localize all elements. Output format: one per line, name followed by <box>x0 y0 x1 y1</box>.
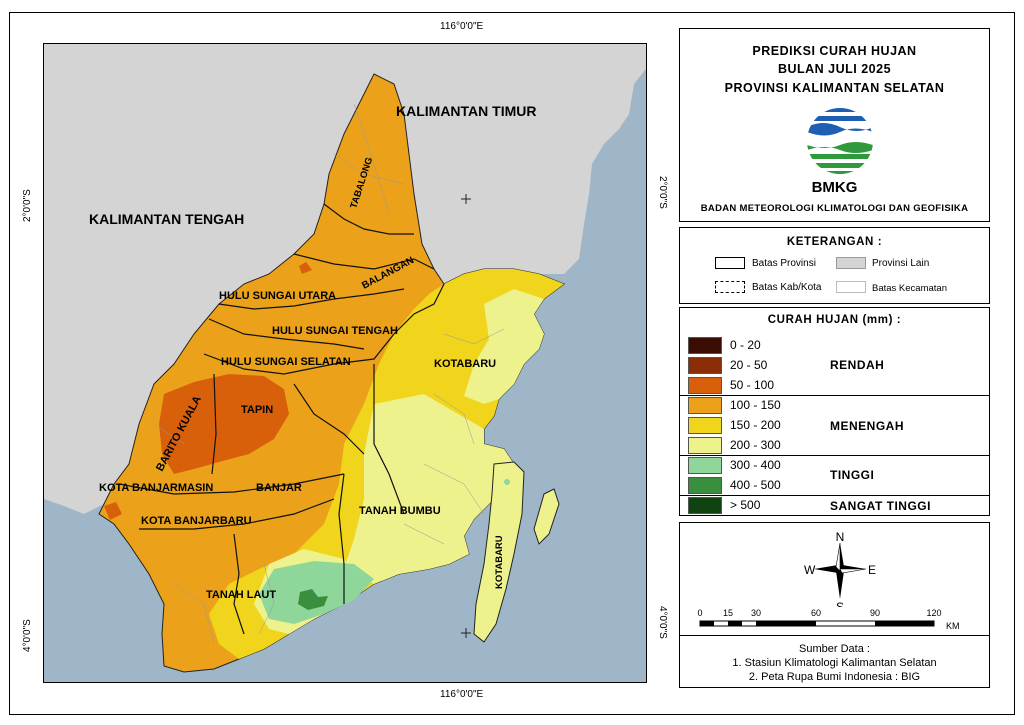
class-500: > 500 <box>730 498 761 512</box>
source-item-2: 2. Peta Rupa Bumi Indonesia : BIG <box>748 671 921 683</box>
label-hss: HULU SUNGAI SELATAN <box>221 356 351 368</box>
category-tinggi: TINGGI <box>830 468 875 482</box>
legend-batas-kab-kota: Batas Kab/Kota <box>752 282 822 293</box>
label-hsu: HULU SUNGAI UTARA <box>219 290 336 302</box>
keterangan-panel: KETERANGAN : Batas Provinsi Provinsi Lai… <box>679 227 990 304</box>
label-banjarmasin: KOTA BANJARMASIN <box>99 482 213 494</box>
right-latitude-upper: 2°0'0"S <box>657 176 668 209</box>
compass-e: E <box>868 563 876 577</box>
top-longitude-label: 116°0'0"E <box>440 21 484 32</box>
category-menengah: MENENGAH <box>830 419 905 433</box>
zone-200-300-central <box>344 394 514 584</box>
class-100-150: 100 - 150 <box>730 398 781 412</box>
rainfall-legend-heading: CURAH HUJAN (mm) : <box>767 314 902 326</box>
label-banjarbaru: KOTA BANJARBARU <box>141 515 252 527</box>
swatch-provinsi <box>715 257 745 269</box>
swatch-20-50 <box>688 357 722 374</box>
zone-50-100-central <box>159 374 289 474</box>
class-0-20: 0 - 20 <box>730 338 761 352</box>
scale-bar: 0 15 30 60 90 120 KM <box>697 608 960 631</box>
category-rendah: RENDAH <box>830 358 885 372</box>
scale-tick-0: 0 <box>697 608 702 618</box>
bmkg-logo-icon <box>807 108 873 174</box>
scale-tick-90: 90 <box>870 608 880 618</box>
other-province-area <box>44 44 646 514</box>
label-tapin: TAPIN <box>241 404 273 416</box>
right-latitude-lower: 4°0'0"S <box>657 606 668 639</box>
keterangan-heading: KETERANGAN : <box>786 236 883 248</box>
district-boundaries <box>153 103 505 645</box>
scale-unit: KM <box>946 621 960 631</box>
scale-tick-120: 120 <box>926 608 941 618</box>
compass-s: S <box>836 600 844 607</box>
pulau-sebuku <box>533 488 560 545</box>
title-line-1: PREDIKSI CURAH HUJAN <box>752 44 917 58</box>
source-separator <box>680 635 989 636</box>
class-20-50: 20 - 50 <box>730 358 768 372</box>
scale-tick-15: 15 <box>723 608 733 618</box>
class-50-100: 50 - 100 <box>730 378 775 392</box>
zone-50-100-north <box>299 262 312 274</box>
title-line-3: PROVINSI KALIMANTAN SELATAN <box>724 81 945 95</box>
swatch-500 <box>688 497 722 514</box>
agency-name: BADAN METEOROLOGI KLIMATOLOGI DAN GEOFIS… <box>700 203 969 214</box>
left-latitude-lower: 4°0'0"S <box>22 619 33 652</box>
left-latitude-upper: 2°0'0"S <box>22 189 33 222</box>
category-sangat-tinggi: SANGAT TINGGI <box>830 499 931 513</box>
class-400-500: 400 - 500 <box>730 478 781 492</box>
swatch-200-300 <box>688 437 722 454</box>
swatch-100-150 <box>688 397 722 414</box>
zone-400-500 <box>298 589 328 610</box>
compass-icon: N S W E <box>804 531 876 607</box>
rainfall-legend-panel: CURAH HUJAN (mm) : 0 - 20 20 - 50 50 - 1… <box>679 307 990 516</box>
swatch-0-20 <box>688 337 722 354</box>
map-canvas: KALIMANTAN TIMUR KALIMANTAN TENGAH TABAL… <box>44 44 646 682</box>
swatch-50-100 <box>688 377 722 394</box>
class-150-200: 150 - 200 <box>730 418 781 432</box>
label-tanah-laut: TANAH LAUT <box>206 589 276 601</box>
label-kalteng: KALIMANTAN TENGAH <box>89 211 244 227</box>
label-kaltim: KALIMANTAN TIMUR <box>396 103 537 119</box>
label-kotabaru-island: KOTABARU <box>494 535 505 589</box>
legend-batas-kecamatan: Batas Kecamatan <box>872 283 947 294</box>
pulau-laut <box>473 461 525 643</box>
label-banjar: BANJAR <box>256 482 302 494</box>
source-heading: Sumber Data : <box>799 643 870 655</box>
island-green-spot <box>504 479 510 485</box>
compass-n: N <box>836 531 845 544</box>
title-panel: PREDIKSI CURAH HUJAN BULAN JULI 2025 PRO… <box>679 28 990 222</box>
bmkg-logo-text: BMKG <box>811 179 858 196</box>
label-kotabaru-main: KOTABARU <box>434 358 496 370</box>
swatch-kecamatan <box>836 281 866 293</box>
zone-50-100-west <box>104 502 122 520</box>
swatch-400-500 <box>688 477 722 494</box>
zone-300-400 <box>259 561 374 624</box>
legend-batas-provinsi: Batas Provinsi <box>752 258 816 269</box>
scale-tick-30: 30 <box>751 608 761 618</box>
class-300-400: 300 - 400 <box>730 458 781 472</box>
scale-tick-60: 60 <box>811 608 821 618</box>
graticule-crosses <box>461 194 471 638</box>
separator-1 <box>680 395 989 396</box>
class-200-300: 200 - 300 <box>730 438 781 452</box>
other-province-islet <box>599 74 616 99</box>
regency-boundaries <box>118 203 445 635</box>
map-frame <box>9 12 1015 715</box>
separator-2 <box>680 455 989 456</box>
label-hst: HULU SUNGAI TENGAH <box>272 325 398 337</box>
swatch-150-200 <box>688 417 722 434</box>
swatch-provinsi-lain <box>836 257 866 269</box>
rainfall-map[interactable]: KALIMANTAN TIMUR KALIMANTAN TENGAH TABAL… <box>43 43 647 683</box>
swatch-kab-kota <box>715 281 745 293</box>
label-tanah-bumbu: TANAH BUMBU <box>359 505 441 517</box>
swatch-300-400 <box>688 457 722 474</box>
separator-3 <box>680 495 989 496</box>
source-item-1: 1. Stasiun Klimatologi Kalimantan Selata… <box>732 657 937 669</box>
zone-200-300-north <box>464 289 544 404</box>
compass-scale-panel: N S W E 0 15 30 60 90 120 KM Sumber Data… <box>679 522 990 688</box>
title-line-2: BULAN JULI 2025 <box>777 62 892 76</box>
legend-provinsi-lain: Provinsi Lain <box>872 258 930 269</box>
bottom-longitude-label: 116°0'0"E <box>440 689 484 700</box>
compass-w: W <box>804 563 816 577</box>
